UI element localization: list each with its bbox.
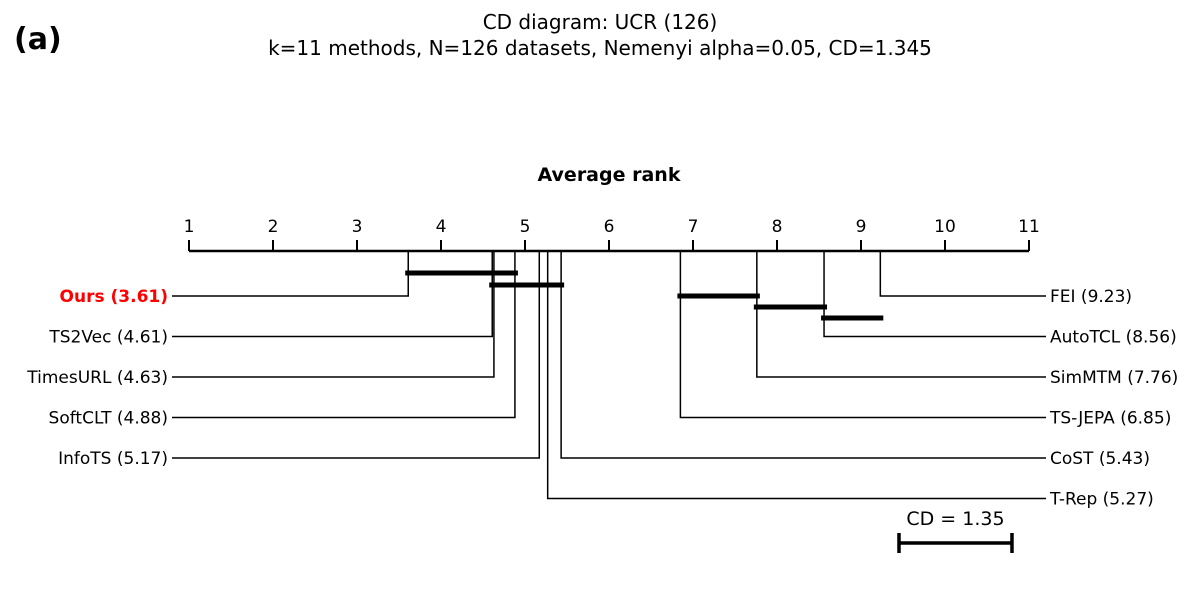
tick-label: 11: [1018, 217, 1040, 237]
method-connector: [172, 251, 516, 419]
method-label: InfoTS (5.17): [58, 449, 168, 469]
chart-subtitle: k=11 methods, N=126 datasets, Nemenyi al…: [268, 36, 932, 60]
tick-label: 5: [520, 217, 531, 237]
tick-label: 3: [352, 217, 363, 237]
method-label: Ours (3.61): [60, 287, 168, 307]
chart-title: CD diagram: UCR (126): [482, 10, 718, 34]
method-label: CoST (5.43): [1050, 449, 1150, 469]
axis-label: Average rank: [538, 164, 681, 186]
tick-label: 4: [436, 217, 447, 237]
method-label: AutoTCL (8.56): [1050, 328, 1177, 348]
method-label: TS2Vec (4.61): [48, 328, 168, 348]
method-connector: [546, 251, 1046, 500]
tick-label: 9: [856, 217, 867, 237]
method-connector: [879, 251, 1046, 297]
tick-label: 6: [604, 217, 615, 237]
method-label: SimMTM (7.76): [1050, 368, 1178, 388]
method-label: SoftCLT (4.88): [49, 409, 168, 429]
tick-label: 2: [268, 217, 279, 237]
tick-label: 7: [688, 217, 699, 237]
tick-label: 8: [772, 217, 783, 237]
method-connector: [172, 251, 495, 378]
method-connector: [823, 251, 1046, 338]
method-connector: [172, 251, 541, 459]
method-connector: [679, 251, 1046, 419]
method-connector: [560, 251, 1046, 459]
tick-label: 1: [184, 217, 195, 237]
method-label: FEI (9.23): [1050, 287, 1132, 307]
panel-label: (a): [14, 22, 62, 57]
tick-label: 10: [934, 217, 956, 237]
method-label: TS-JEPA (6.85): [1049, 409, 1171, 429]
method-label: TimesURL (4.63): [26, 368, 168, 388]
cd-label: CD = 1.35: [906, 508, 1004, 530]
method-label: T-Rep (5.27): [1049, 490, 1154, 510]
method-connector: [756, 251, 1046, 378]
method-connector: [172, 251, 493, 338]
method-connector: [172, 251, 409, 297]
